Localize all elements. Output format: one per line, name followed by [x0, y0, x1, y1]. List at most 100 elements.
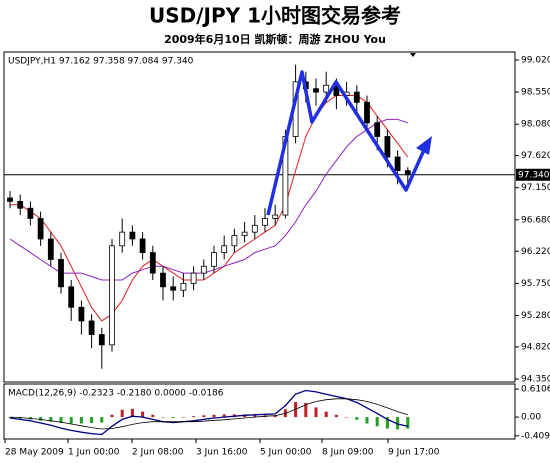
candle-body: [27, 207, 34, 219]
candle-body: [139, 238, 146, 254]
y-tick-label: 96.220: [521, 247, 550, 257]
candle-body: [211, 252, 217, 267]
macd-histogram-bar: [355, 417, 359, 420]
current-price-label: 97.340: [518, 170, 550, 180]
candle-body: [364, 101, 370, 124]
y-tick-label: 99.020: [521, 56, 550, 66]
y-tick-label: 95.750: [521, 279, 550, 289]
candle-body: [180, 282, 187, 291]
current-price-box: [516, 168, 550, 181]
macd-histogram-bar: [171, 417, 175, 418]
chart-title: USD/JPY 1小时图交易参考: [149, 4, 401, 28]
candle-body: [251, 224, 258, 233]
x-tick-label: 8 Jun 09:00: [322, 448, 374, 458]
candle-body: [58, 259, 64, 288]
macd-histogram-bar: [375, 417, 379, 427]
candle-body: [47, 238, 54, 260]
candle-body: [129, 231, 136, 240]
candle-body: [323, 84, 330, 93]
y-tick-label: 98.080: [521, 120, 550, 130]
x-tick-label: 28 May 2009: [5, 448, 64, 458]
y-tick-label: 96.680: [521, 215, 550, 225]
macd-histogram-bar: [222, 414, 226, 418]
macd-histogram-bar: [212, 414, 216, 418]
candle-body: [119, 231, 126, 247]
macd-histogram-bar: [110, 414, 114, 418]
x-tick-label: 2 Jun 08:00: [132, 448, 184, 458]
annotation-zigzag: [266, 70, 426, 216]
candle-body: [241, 231, 248, 236]
macd-signal: [9, 398, 408, 430]
candle-body: [404, 170, 411, 176]
price-panel: [3, 51, 516, 383]
y-tick-label: 0.6106: [521, 385, 550, 395]
macd-histogram-bar: [100, 417, 104, 423]
macd-histogram-bar: [385, 417, 389, 429]
candle-body: [17, 200, 24, 209]
candle-body: [231, 235, 238, 247]
candle-body: [353, 91, 360, 103]
macd-histogram-bar: [253, 414, 257, 418]
y-tick-label: -0.409: [521, 431, 550, 441]
macd-histogram-bar: [39, 417, 43, 421]
candle-body: [313, 88, 319, 93]
moving-average: [9, 118, 408, 281]
candle-body: [374, 122, 381, 137]
candle-body: [190, 272, 197, 284]
macd-histogram-bar: [365, 417, 369, 424]
candle-body: [384, 136, 391, 158]
x-tick-label: 1 Jun 00:00: [68, 448, 120, 458]
y-tick-label: 97.150: [521, 183, 550, 193]
macd-histogram-bar: [324, 411, 328, 418]
macd-histogram-bar: [396, 417, 400, 430]
macd-histogram-bar: [8, 417, 12, 418]
macd-line: [9, 389, 408, 436]
shift-marker: [410, 53, 416, 57]
macd-histogram-bar: [334, 414, 338, 418]
annotation-arrowhead: [416, 136, 432, 155]
macd-histogram-bar: [141, 411, 145, 418]
macd-histogram-bar: [406, 417, 410, 429]
moving-average: [10, 95, 409, 322]
candle-body: [78, 306, 85, 322]
macd-histogram-bar: [90, 417, 94, 424]
macd-histogram-bar: [59, 417, 63, 424]
candle-body: [109, 245, 115, 346]
candle-body: [262, 218, 268, 226]
candle-body: [170, 286, 177, 291]
y-tick-label: 97.620: [521, 151, 550, 161]
macd-label: MACD(12,26,9) -0.2323 -0.2180 0.0000 -0.…: [8, 389, 224, 399]
macd-histogram-bar: [304, 402, 308, 418]
macd-histogram-bar: [314, 407, 318, 418]
x-tick-label: 3 Jun 16:00: [196, 448, 248, 458]
candle-body: [272, 214, 279, 219]
candle-body: [7, 197, 13, 202]
candle-body: [160, 272, 166, 288]
macd-histogram-bar: [120, 409, 124, 418]
y-tick-label: 98.550: [521, 88, 550, 98]
candle-body: [88, 320, 95, 335]
macd-histogram-bar: [130, 408, 134, 418]
macd-histogram-bar: [18, 417, 22, 419]
candle-body: [68, 286, 75, 308]
macd-histogram-bar: [181, 417, 185, 418]
candle-body: [37, 218, 44, 240]
candle-body: [98, 334, 105, 346]
info-label: USDJPY,H1 97.162 97.358 97.084 97.340: [8, 57, 194, 67]
macd-histogram-bar: [49, 417, 53, 422]
y-tick-label: 0.00: [521, 413, 541, 423]
macd-histogram-bar: [151, 414, 155, 418]
chart-subtitle: 2009年6月10日 凯斯顿：周游 ZHOU You: [164, 32, 386, 46]
macd-histogram-bar: [192, 416, 196, 418]
macd-histogram-bar: [202, 415, 206, 418]
candle-body: [200, 265, 207, 274]
macd-histogram-bar: [345, 417, 349, 418]
macd-histogram-bar: [69, 417, 73, 424]
x-tick-label: 5 Jun 00:00: [260, 448, 312, 458]
y-tick-label: 94.350: [521, 375, 550, 385]
y-tick-label: 94.820: [521, 342, 550, 352]
macd-histogram-bar: [79, 417, 83, 424]
candle-body: [221, 245, 228, 254]
macd-panel: [3, 383, 516, 440]
